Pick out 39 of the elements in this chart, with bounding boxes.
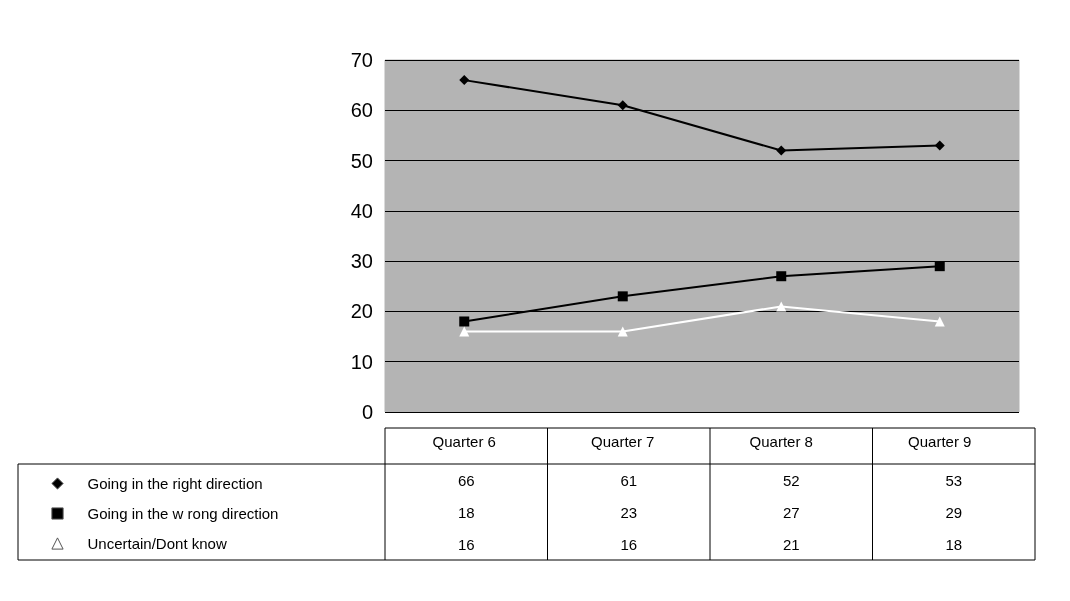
y-tick-label: 10 <box>350 350 373 373</box>
point <box>776 145 787 156</box>
data-label: 53 <box>945 471 963 489</box>
point <box>617 100 628 111</box>
point <box>617 291 628 302</box>
x-tick-label: Quarter 8 <box>749 433 813 450</box>
point <box>776 301 787 312</box>
point <box>776 271 787 282</box>
legend-label: Uncertain/Dont know <box>87 535 227 552</box>
point <box>459 326 470 337</box>
data-label: 18 <box>945 535 963 553</box>
y-tick-label: 30 <box>350 250 373 273</box>
y-tick-label: 70 <box>350 49 373 71</box>
point <box>617 326 628 337</box>
data-label: 21 <box>782 535 800 553</box>
data-label: 27 <box>782 503 800 521</box>
x-tick-label: Quarter 9 <box>908 433 972 450</box>
data-label: 66 <box>457 471 475 489</box>
y-tick-label: 0 <box>361 401 373 423</box>
legend-label: Going in the w rong direction <box>87 505 279 522</box>
data-label: 16 <box>620 535 638 553</box>
point <box>934 140 945 151</box>
x-tick-label: Quarter 6 <box>432 433 496 450</box>
y-tick-label: 40 <box>350 199 373 222</box>
data-label: 29 <box>945 503 963 521</box>
point <box>459 75 470 86</box>
legend-label: Going in the right direction <box>87 475 263 492</box>
data-label: 61 <box>620 471 638 489</box>
data-label: 18 <box>457 503 475 521</box>
data-label: 52 <box>782 471 800 489</box>
data-label: 16 <box>457 535 475 553</box>
x-tick-label: Quarter 7 <box>591 433 655 450</box>
y-tick-label: 20 <box>350 300 373 323</box>
y-tick-label: 60 <box>350 99 373 122</box>
point <box>934 261 945 272</box>
data-label: 23 <box>620 503 638 521</box>
point <box>459 316 470 327</box>
y-tick-label: 50 <box>350 149 373 172</box>
point <box>934 316 945 327</box>
